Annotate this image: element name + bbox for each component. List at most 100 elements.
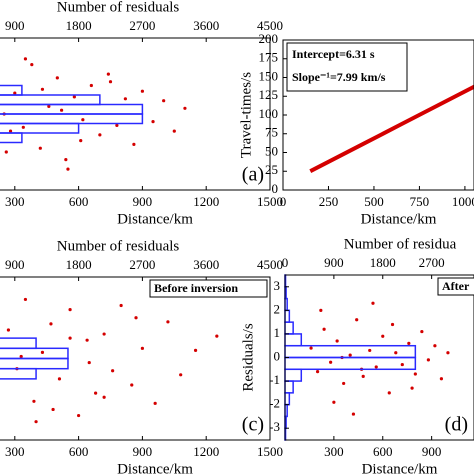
- y-tick-label: -3: [269, 419, 280, 434]
- point: [315, 370, 320, 374]
- y-tick-label: 200: [259, 31, 279, 46]
- x-axis-label: Distance/km: [362, 461, 438, 474]
- point: [166, 320, 170, 324]
- point: [319, 308, 323, 312]
- point: [123, 97, 127, 101]
- point: [140, 89, 144, 93]
- point: [47, 104, 51, 108]
- point: [368, 348, 372, 353]
- y-tick-label: 100: [259, 106, 279, 121]
- point: [371, 301, 375, 305]
- x-tick-label: 900: [133, 194, 153, 209]
- x2-tick-label: 900: [5, 18, 25, 33]
- x2-tick-label: 2700: [129, 18, 155, 33]
- legend-text: Before inversion: [154, 281, 238, 295]
- x-tick-label: 900: [133, 444, 153, 459]
- x-tick-label: 1200: [193, 194, 219, 209]
- annotation-box: [286, 42, 408, 92]
- y-tick-label: 2: [274, 301, 281, 316]
- x-axis-label: Distance/km: [361, 211, 437, 227]
- point: [55, 76, 59, 80]
- y-tick-label: 50: [265, 143, 278, 158]
- panel-label: (a): [242, 164, 264, 186]
- point: [119, 303, 123, 308]
- point: [23, 57, 28, 61]
- point: [132, 142, 136, 146]
- x-tick-label: 1500: [257, 194, 283, 209]
- point: [309, 346, 313, 350]
- point: [77, 413, 81, 418]
- x-axis-label: Distance/km: [117, 211, 193, 227]
- point: [72, 95, 76, 99]
- point: [153, 401, 157, 405]
- legend-box: [437, 277, 474, 296]
- x2-tick-label: 2700: [419, 255, 445, 270]
- histogram-bar: [0, 132, 23, 144]
- point: [85, 338, 89, 342]
- point: [332, 400, 336, 404]
- point: [98, 133, 102, 137]
- x-tick-label: 300: [5, 444, 25, 459]
- point: [8, 129, 13, 133]
- x-tick-label: 600: [69, 194, 89, 209]
- x-tick-label: 1200: [193, 444, 219, 459]
- point: [426, 358, 430, 362]
- panel-label: (c): [242, 414, 264, 436]
- x2-tick-label: 3600: [193, 18, 219, 33]
- travel-time-line: [309, 84, 474, 173]
- x2-tick-label: 900: [324, 255, 344, 270]
- y-tick-label: 25: [265, 162, 278, 177]
- point: [21, 125, 25, 129]
- point: [68, 336, 72, 340]
- x2-tick-label: 4500: [257, 257, 283, 272]
- point: [410, 386, 414, 390]
- point: [13, 91, 17, 95]
- point: [140, 346, 144, 350]
- point: [162, 99, 166, 103]
- point: [23, 297, 28, 302]
- point: [38, 146, 42, 150]
- point: [329, 360, 333, 364]
- point: [215, 334, 219, 338]
- x2-tick-label: 3600: [193, 257, 219, 272]
- point: [361, 374, 365, 378]
- x-tick-label: 600: [373, 444, 393, 459]
- point: [79, 139, 83, 143]
- point: [32, 399, 36, 403]
- point: [6, 328, 11, 332]
- histogram-bar: [0, 337, 37, 350]
- point: [348, 353, 352, 357]
- point: [57, 377, 62, 381]
- x2-tick-label: 1800: [370, 255, 396, 270]
- point: [87, 360, 91, 365]
- point: [102, 395, 106, 399]
- y-tick-label: 75: [265, 125, 278, 140]
- legend-box: [149, 279, 268, 298]
- y-tick-label: 1: [274, 325, 281, 340]
- point: [400, 362, 404, 367]
- point: [420, 329, 424, 334]
- point: [106, 72, 110, 76]
- point: [351, 412, 356, 416]
- x-tick-label: 300: [5, 194, 25, 209]
- point: [374, 365, 378, 369]
- y-tick-label: 150: [259, 68, 279, 83]
- x2-tick-label: 1800: [66, 18, 92, 33]
- x2-tick-label: 4500: [257, 18, 283, 33]
- point: [59, 108, 64, 112]
- point: [130, 383, 134, 387]
- point: [355, 318, 359, 322]
- point: [102, 332, 106, 336]
- y-tick-label: 3: [274, 278, 281, 293]
- x-tick-label: 750: [410, 194, 430, 209]
- point: [390, 322, 395, 327]
- plot-frame: [0, 37, 271, 191]
- point: [89, 83, 93, 88]
- legend-text: After: [442, 279, 470, 293]
- point: [407, 341, 411, 345]
- histogram-bar: [0, 94, 101, 106]
- point: [387, 391, 391, 395]
- point: [49, 322, 53, 326]
- point: [322, 327, 326, 331]
- plot-frame: [0, 276, 271, 441]
